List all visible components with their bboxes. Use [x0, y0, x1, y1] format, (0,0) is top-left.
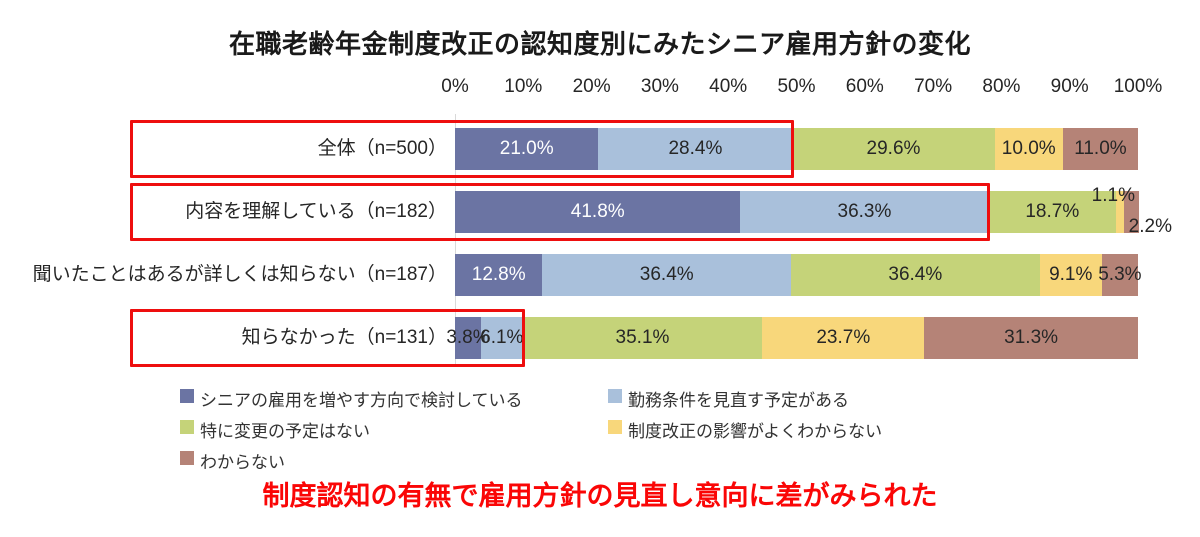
legend-swatch [180, 420, 194, 434]
legend-label: わからない [200, 453, 285, 472]
bar-segment [455, 191, 741, 233]
bar-segment [1101, 254, 1138, 296]
annotation-text: 制度認知の有無で雇用方針の見直し意向に差がみられた [262, 481, 938, 511]
axis-tick: 0% [441, 76, 469, 97]
axis-tick: 70% [914, 76, 953, 97]
axis-tick: 20% [572, 76, 611, 97]
legend-swatch [180, 389, 194, 403]
chart-title: 在職老齢年金制度改正の認知度別にみたシニア雇用方針の変化 [228, 29, 971, 59]
bar-label-floating: 2.2% [1128, 216, 1172, 237]
legend-label: 制度改正の影響がよくわからない [628, 422, 883, 441]
legend-label: シニアの雇用を増やす方向で検討している [200, 391, 523, 410]
legend-label: 勤務条件を見直す予定がある [628, 391, 849, 410]
axis-tick: 60% [845, 76, 884, 97]
bar-segment [924, 317, 1138, 359]
axis-tick: 90% [1050, 76, 1089, 97]
bar-segment [480, 317, 523, 359]
category-label: 内容を理解している（n=182） [185, 201, 447, 222]
bar-segment [455, 254, 543, 296]
highlight-box [130, 120, 795, 178]
legend-swatch [608, 389, 622, 403]
category-label: 知らなかった（n=131） [241, 327, 447, 348]
bar-label-floating: 1.1% [1091, 185, 1135, 206]
bar-segment [988, 191, 1117, 233]
category-label: 全体（n=500） [317, 138, 447, 159]
bar-segment [762, 317, 925, 359]
bar-segment [1123, 191, 1139, 233]
axis-tick: 10% [504, 76, 543, 97]
axis-tick: 100% [1113, 76, 1163, 97]
bar-segment [791, 254, 1040, 296]
bar-segment [1062, 128, 1138, 170]
bar-segment [1039, 254, 1102, 296]
axis-tick: 80% [982, 76, 1021, 97]
axis-tick: 40% [709, 76, 748, 97]
bar-segment [455, 317, 481, 359]
axis-tick: 30% [640, 76, 679, 97]
bar-segment [994, 128, 1063, 170]
bar-segment [455, 128, 599, 170]
legend-swatch [608, 420, 622, 434]
axis-tick: 50% [777, 76, 816, 97]
bar-segment [542, 254, 792, 296]
category-label: 聞いたことはあるが詳しくは知らない（n=187） [32, 264, 447, 285]
bar-segment [792, 128, 995, 170]
highlight-box [130, 183, 991, 241]
highlight-box [130, 309, 525, 367]
bar-segment [740, 191, 989, 233]
legend-swatch [180, 451, 194, 465]
bar-segment [598, 128, 793, 170]
bar-segment [522, 317, 763, 359]
legend-label: 特に変更の予定はない [200, 422, 370, 441]
bar-segment [1116, 191, 1124, 233]
